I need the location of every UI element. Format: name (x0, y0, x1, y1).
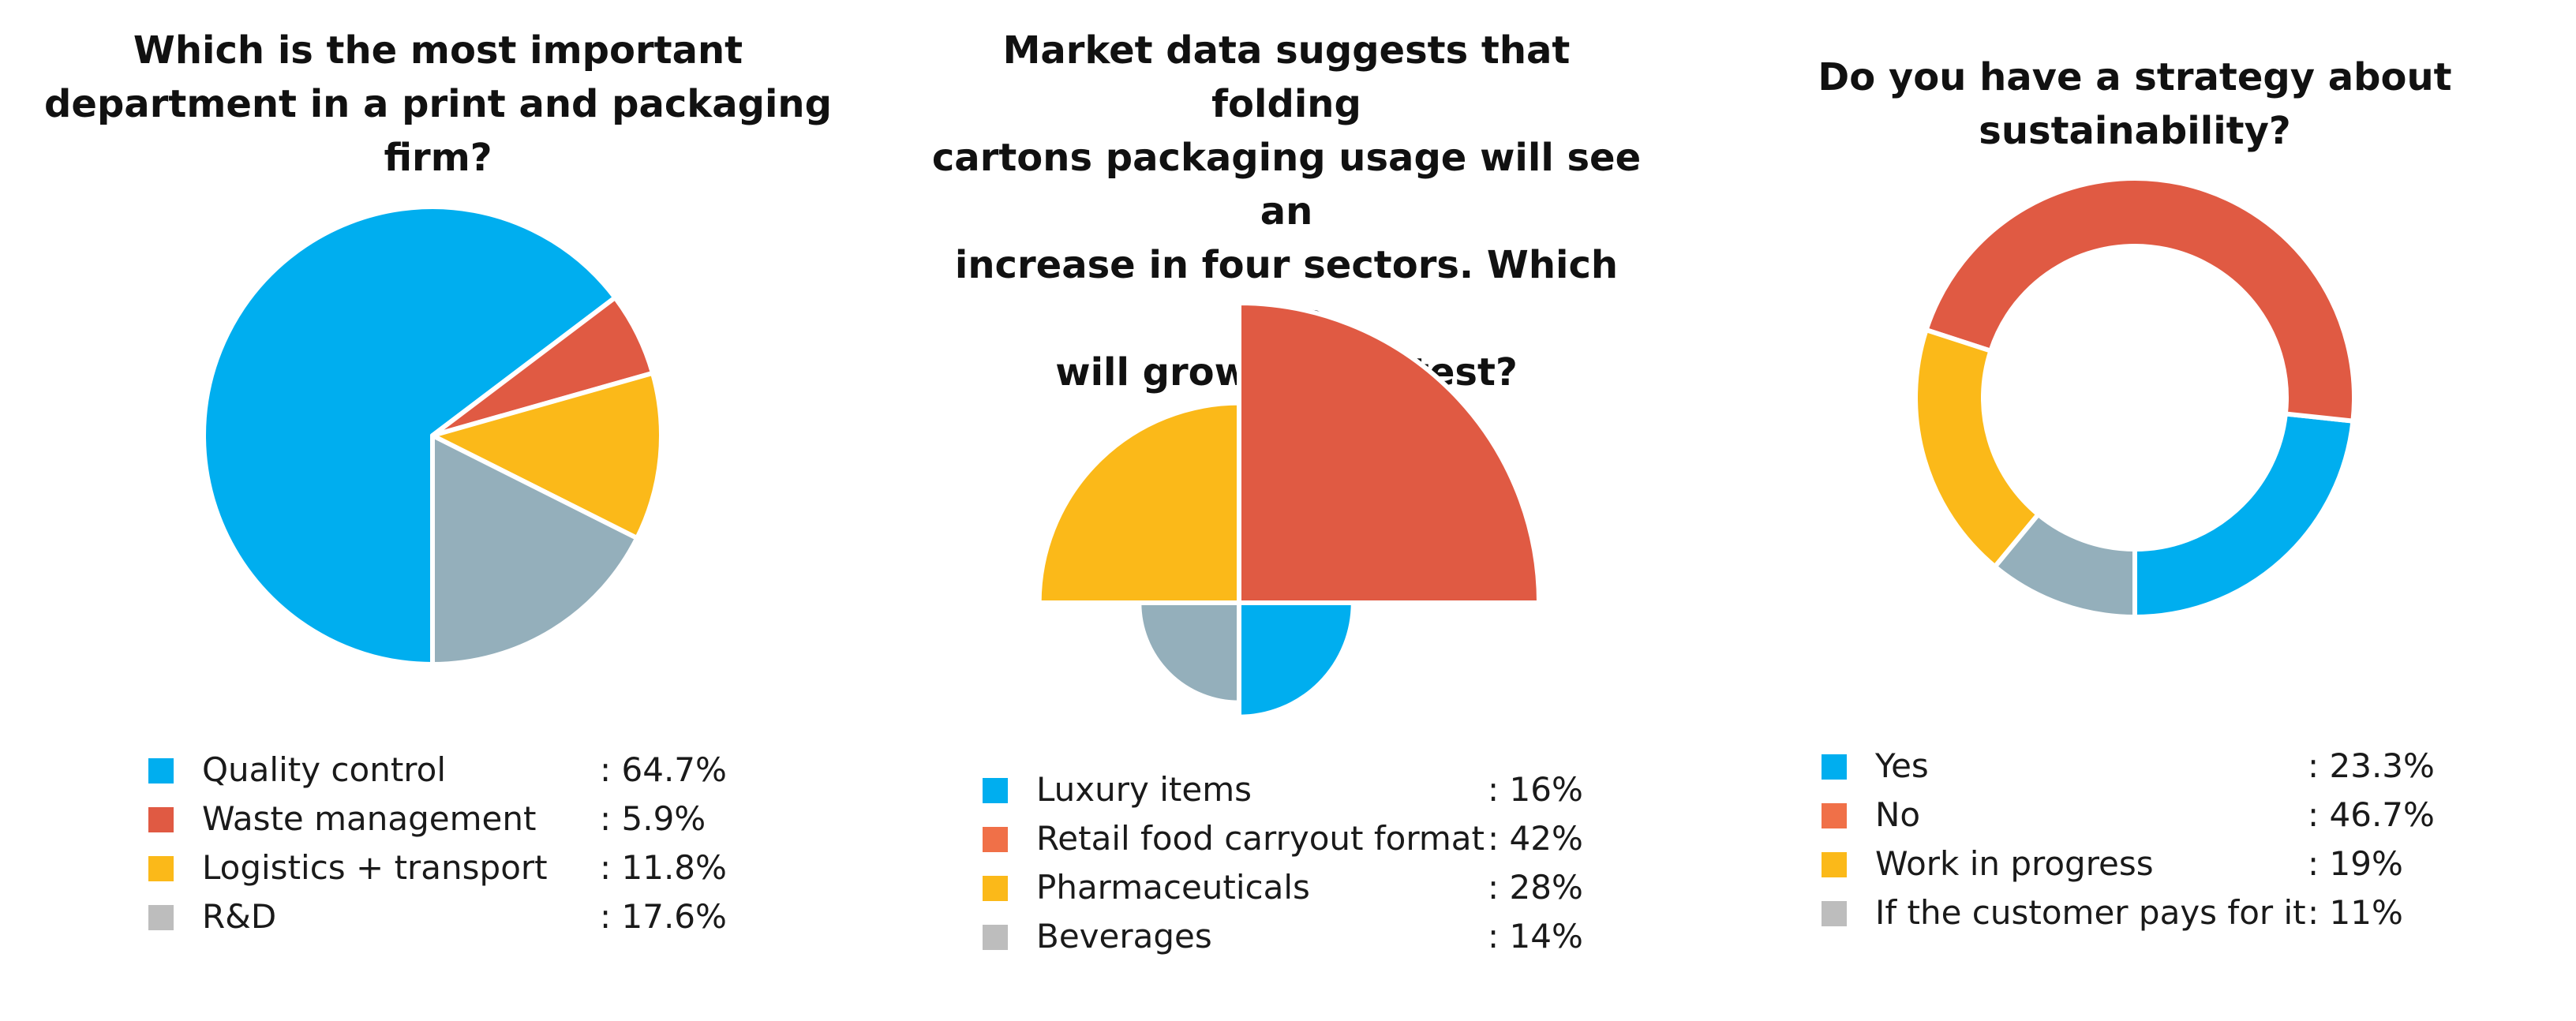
polar-wedge-luxury-items (1237, 600, 1356, 720)
legend-label: No (1875, 795, 1921, 834)
legend-label: Waste management (202, 799, 537, 838)
legend-label: Retail food carryout format (1036, 819, 1485, 858)
chart-3-title: Do you have a strategy about sustainabil… (1697, 50, 2573, 158)
legend-value: : 64.7% (600, 750, 727, 789)
chart-2-title-line-1: Market data suggests that folding (1002, 28, 1571, 126)
legend-label: If the customer pays for it (1875, 893, 2306, 932)
pie-slice-quality-control (201, 204, 618, 667)
legend-swatch (983, 876, 1008, 901)
chart-2-title-line-2: cartons packaging usage will see an (931, 136, 1642, 234)
legend-item: Work in progress : 19% (1822, 840, 2469, 888)
chart-3-title-line-1: Do you have a strategy about sustainabil… (1818, 55, 2452, 153)
legend-swatch (983, 925, 1008, 950)
legend-swatch (1822, 754, 1847, 780)
legend-item: Luxury items : 16% (983, 765, 1614, 814)
polar-wedge-beverages (1136, 600, 1241, 705)
legend-value: : 19% (2308, 844, 2403, 883)
pie-slice-logistics-transport (430, 370, 664, 541)
legend-label: R&D (202, 897, 277, 936)
legend-swatch (148, 905, 174, 930)
legend-label: Yes (1875, 746, 1929, 785)
chart-1-title: Which is the most important department i… (16, 24, 860, 185)
legend-item: R&D : 17.6% (148, 892, 732, 941)
legend-value: : 16% (1488, 770, 1583, 809)
legend-item: Retail food carryout format : 42% (983, 814, 1614, 863)
legend-item: Yes : 23.3% (1822, 742, 2469, 791)
legend-swatch (148, 758, 174, 784)
legend-departments: Quality control : 64.7% Waste management… (148, 746, 732, 941)
legend-swatch (1822, 852, 1847, 877)
legend-label: Pharmaceuticals (1036, 868, 1310, 907)
legend-label: Luxury items (1036, 770, 1252, 809)
legend-value: : 5.9% (600, 799, 706, 838)
legend-sectors: Luxury items : 16% Retail food carryout … (983, 765, 1614, 961)
legend-value: : 23.3% (2308, 746, 2435, 785)
legend-label: Quality control (202, 750, 447, 789)
polar-area-chart-sectors (1036, 301, 1541, 720)
donut-chart-sustainability (1913, 176, 2357, 619)
legend-swatch (148, 856, 174, 881)
legend-value: : 14% (1488, 917, 1583, 956)
chart-1-title-line-1: Which is the most important (133, 28, 743, 73)
legend-value: : 17.6% (600, 897, 727, 936)
pie-slice-r-d (430, 433, 640, 667)
legend-label: Beverages (1036, 917, 1212, 956)
legend-item: If the customer pays for it : 11% (1822, 888, 2469, 937)
legend-swatch (148, 807, 174, 832)
polar-wedge-retail-food-carryout-format (1237, 301, 1541, 605)
legend-sustainability: Yes : 23.3% No : 46.7% Work in progress … (1822, 742, 2469, 937)
legend-value: : 42% (1488, 819, 1583, 858)
chart-1-title-line-2: department in a print and packaging firm… (44, 82, 832, 180)
legend-swatch (983, 827, 1008, 852)
legend-value: : 28% (1488, 868, 1583, 907)
legend-item: Pharmaceuticals : 28% (983, 863, 1614, 912)
donut-segment-no (1923, 176, 2357, 424)
legend-swatch (983, 778, 1008, 803)
polar-wedge-pharmaceuticals (1036, 400, 1241, 605)
legend-item: Beverages : 14% (983, 912, 1614, 961)
legend-swatch (1822, 901, 1847, 926)
donut-segment-work-in-progress (1913, 327, 2041, 570)
legend-value: : 11.8% (600, 848, 727, 887)
donut-segment-yes (2132, 411, 2356, 619)
legend-label: Work in progress (1875, 844, 2154, 883)
legend-value: : 46.7% (2308, 795, 2435, 834)
legend-item: Quality control : 64.7% (148, 746, 732, 795)
legend-value: : 11% (2308, 893, 2403, 932)
pie-chart-departments (201, 204, 664, 667)
legend-item: No : 46.7% (1822, 791, 2469, 840)
donut-segment-if-the-customer-pays-for-it (1992, 511, 2137, 619)
legend-item: Waste management : 5.9% (148, 795, 732, 843)
legend-item: Logistics + transport : 11.8% (148, 843, 732, 892)
legend-label: Logistics + transport (202, 848, 548, 887)
legend-swatch (1822, 803, 1847, 828)
